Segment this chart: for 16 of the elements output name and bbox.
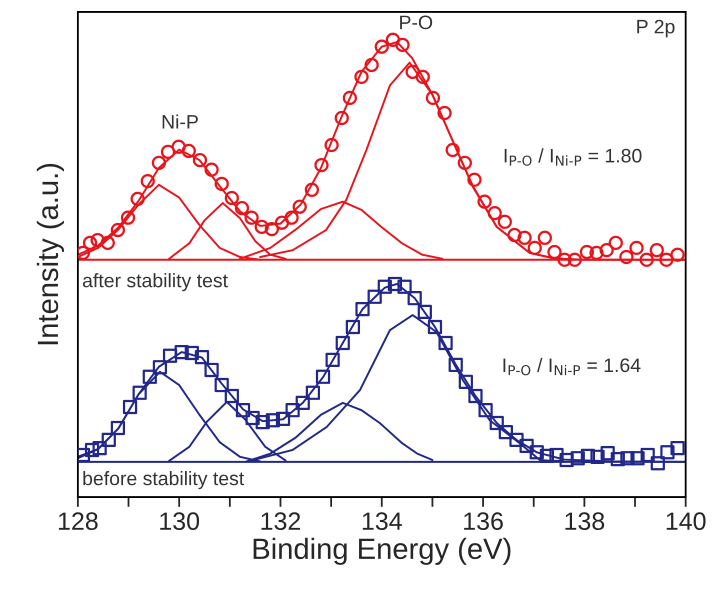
annotation: I$_{P-O}$ / I$_{Ni-P}$ = 1.80 — [504, 148, 642, 166]
x-tick-label: 130 — [160, 512, 200, 530]
x-axis-title: Binding Energy (eV) — [254, 538, 510, 565]
text: P-O — [400, 16, 432, 30]
annotation: after stability test — [82, 273, 228, 292]
x-tick-label: 134 — [362, 512, 402, 530]
annotation: before stability test — [83, 471, 244, 490]
x-tick-label: 138 — [565, 512, 604, 530]
text: P 2p — [637, 20, 675, 38]
x-tick-label: 140 — [666, 512, 706, 530]
y-axis-title: Intensity (a.u.) — [36, 164, 64, 344]
annotation: I$_{P-O}$ / I$_{Ni-P}$ = 1.64 — [503, 358, 640, 376]
x-tick-label: 132 — [262, 512, 300, 530]
annotation: Ni-P — [162, 114, 198, 129]
x-tick-label: 128 — [58, 512, 98, 530]
x-tick-label: 136 — [464, 512, 503, 530]
